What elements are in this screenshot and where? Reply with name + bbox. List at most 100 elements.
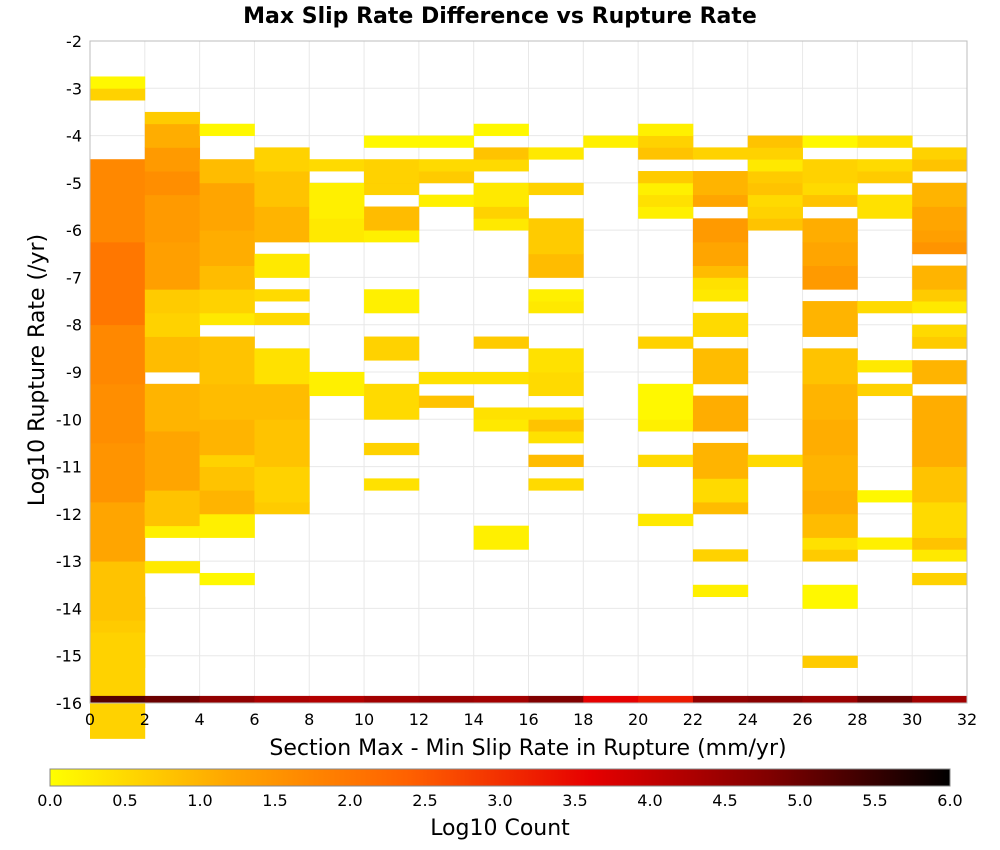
heatmap-cell bbox=[144, 194, 201, 243]
y-tick-label: -8 bbox=[66, 316, 82, 335]
heatmap-cell bbox=[857, 490, 913, 503]
y-tick-label: -14 bbox=[56, 599, 82, 618]
heatmap-cell bbox=[528, 289, 584, 302]
heatmap-cell bbox=[857, 537, 913, 550]
heatmap-cell bbox=[528, 372, 584, 397]
heatmap-cell bbox=[857, 194, 913, 219]
heatmap-cell bbox=[802, 348, 858, 385]
heatmap-cell bbox=[912, 502, 968, 538]
y-tick-label: -2 bbox=[66, 32, 82, 51]
colorbar-tick-label: 1.5 bbox=[262, 791, 287, 810]
heatmap-cell bbox=[364, 442, 420, 456]
y-tick-label: -10 bbox=[56, 410, 82, 429]
heatmap-cell bbox=[912, 336, 968, 349]
heatmap-cell bbox=[254, 695, 310, 703]
heatmap-cell bbox=[473, 419, 529, 432]
heatmap-cell bbox=[309, 159, 365, 172]
heatmap-cell bbox=[309, 695, 365, 703]
heatmap-cell bbox=[802, 537, 858, 550]
heatmap-cell bbox=[528, 695, 584, 703]
heatmap-cell bbox=[473, 218, 529, 231]
heatmap-cell bbox=[90, 695, 146, 703]
heatmap-cell bbox=[309, 218, 365, 243]
colorbar-tick-label: 4.0 bbox=[637, 791, 662, 810]
heatmap-cell bbox=[90, 442, 146, 503]
heatmap-cell bbox=[199, 265, 255, 290]
x-tick-label: 10 bbox=[354, 710, 374, 729]
heatmap-cell bbox=[638, 135, 694, 148]
heatmap-cell bbox=[364, 383, 420, 420]
heatmap-cell bbox=[473, 372, 529, 385]
heatmap-cell bbox=[199, 695, 255, 703]
heatmap-cell bbox=[692, 289, 749, 302]
x-tick-label: 2 bbox=[140, 710, 150, 729]
heatmap-cell bbox=[857, 135, 913, 148]
colorbar-tick-label: 5.5 bbox=[862, 791, 887, 810]
heatmap-cell bbox=[912, 466, 968, 503]
heatmap-cell bbox=[528, 218, 584, 255]
y-tick-label: -5 bbox=[66, 174, 82, 193]
y-tick-label: -7 bbox=[66, 268, 82, 287]
heatmap-cell bbox=[802, 241, 858, 267]
heatmap-cell bbox=[692, 348, 749, 385]
x-tick-label: 26 bbox=[792, 710, 812, 729]
x-tick-label: 32 bbox=[957, 710, 977, 729]
heatmap-cell bbox=[638, 194, 694, 207]
heatmap-cell bbox=[912, 147, 968, 160]
heatmap-cell bbox=[802, 549, 858, 562]
heatmap-cell bbox=[528, 182, 584, 196]
heatmap-cell bbox=[802, 454, 858, 491]
heatmap-cell bbox=[802, 194, 858, 207]
heatmap-cell bbox=[802, 159, 858, 184]
heatmap-cell bbox=[90, 561, 146, 621]
heatmap-cell bbox=[638, 454, 694, 467]
heatmap-cell bbox=[802, 301, 858, 337]
heatmap-cell bbox=[144, 289, 201, 314]
heatmap-cell bbox=[692, 478, 749, 503]
heatmap-cell bbox=[912, 395, 968, 432]
heatmap-cell bbox=[528, 431, 584, 444]
heatmap-cell bbox=[912, 431, 968, 467]
heatmap-cell bbox=[473, 182, 529, 207]
x-tick-label: 24 bbox=[738, 710, 758, 729]
heatmap-cell bbox=[144, 123, 201, 148]
heatmap-cell bbox=[90, 76, 146, 89]
heatmap-cells bbox=[90, 76, 968, 739]
heatmap-cell bbox=[638, 123, 694, 136]
heatmap-cell bbox=[254, 147, 310, 172]
heatmap-cell bbox=[912, 159, 968, 172]
heatmap-cell bbox=[90, 502, 146, 562]
heatmap-cell bbox=[692, 549, 749, 562]
heatmap-cell bbox=[364, 695, 420, 703]
heatmap-cell bbox=[857, 360, 913, 373]
heatmap-cell bbox=[364, 478, 420, 491]
colorbar-bar bbox=[49, 768, 951, 787]
heatmap-cell bbox=[857, 301, 913, 314]
heatmap-cell bbox=[199, 289, 255, 314]
heatmap-cell bbox=[692, 147, 749, 160]
heatmap-cell bbox=[90, 324, 146, 385]
y-axis-ticks: -2 -3 -4 -5 -6 -7 -8 -9 -10 -11 -12 -13 -14 -15 -16 bbox=[56, 32, 82, 713]
heatmap-cell bbox=[364, 182, 420, 196]
heatmap-cell bbox=[912, 360, 968, 385]
heatmap-cell bbox=[144, 525, 201, 538]
heatmap-cell bbox=[692, 584, 749, 598]
heatmap-cell bbox=[144, 171, 201, 196]
colorbar-tick-label: 6.0 bbox=[937, 791, 962, 810]
heatmap-cell bbox=[802, 584, 858, 609]
heatmap-cell bbox=[144, 147, 201, 172]
heatmap-cell bbox=[254, 419, 310, 467]
heatmap-cell bbox=[583, 695, 639, 703]
heatmap-cell bbox=[90, 383, 146, 444]
heatmap-cell bbox=[802, 513, 858, 538]
heatmap-cell bbox=[473, 407, 529, 420]
y-tick-label: -12 bbox=[56, 505, 82, 524]
heatmap-cell bbox=[418, 171, 475, 184]
heatmap-cell bbox=[309, 372, 365, 397]
heatmap-cell bbox=[418, 395, 475, 408]
heatmap-cell bbox=[692, 442, 749, 479]
heatmap-cell bbox=[912, 324, 968, 337]
heatmap-cell bbox=[473, 123, 529, 136]
heatmap-cell bbox=[857, 383, 913, 397]
y-tick-label: -16 bbox=[56, 694, 82, 713]
